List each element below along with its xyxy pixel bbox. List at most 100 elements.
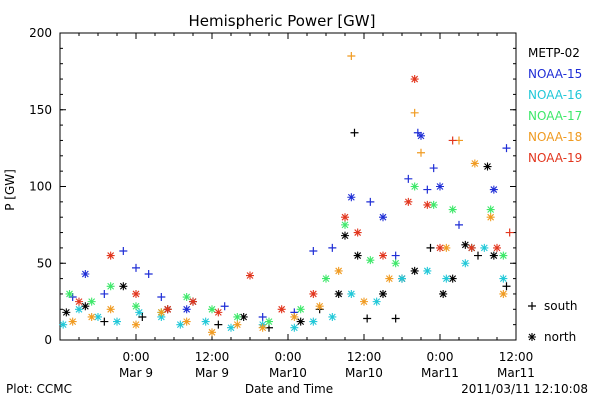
data-point-north [499,274,508,283]
x-tick-label-date: Mar11 [421,366,459,380]
data-point-north [132,302,140,311]
data-point-south [426,243,435,252]
data-point-south [214,320,223,329]
data-point-north [489,185,498,194]
data-point-north [448,274,457,283]
data-point-north [176,320,185,329]
data-point-north [436,182,444,191]
data-point-north [106,251,115,260]
data-points [59,52,514,337]
data-point-north [113,317,121,326]
legend: METP-02 NOAA-15 NOAA-16 NOAA-17 NOAA-18 NOAA-… [528,46,582,344]
data-point-north [353,251,362,260]
data-point-north [379,251,387,260]
data-point-north [157,308,166,317]
legend-item: NOAA-18 [528,130,582,144]
data-point-north [360,297,368,306]
data-point-north [94,312,102,321]
data-point-north [353,228,362,237]
data-point-north [182,317,191,326]
data-point-south [138,312,147,321]
data-point-south [144,269,153,278]
legend-item: METP-02 [528,46,580,60]
data-point-north [315,302,324,311]
chart-title: Hemispheric Power [GW] [189,12,376,30]
data-point-north [87,297,96,306]
series-noaa-15 [68,128,511,321]
y-tick-label: 50 [37,256,52,270]
data-point-north [398,274,406,283]
x-tick-label-date: Mar11 [497,366,535,380]
data-point-north [417,131,425,140]
data-point-south [391,314,400,323]
data-point-north [106,305,115,314]
data-point-north [208,328,216,337]
data-point-north [309,289,318,298]
data-point-north [410,266,419,275]
data-point-north [385,274,394,283]
data-point-north [366,256,375,265]
data-point-north [423,266,432,275]
data-point-north [372,297,381,306]
x-tick-label-date: Mar10 [269,366,307,380]
x-tick-label-time: 12:00 [195,350,230,364]
x-tick-label-time: 0:00 [427,350,454,364]
plot-timestamp: 2011/03/11 12:10:08 [461,382,588,396]
data-point-south [502,144,511,153]
x-tick-label-date: Mar 9 [195,366,229,380]
data-point-south [328,243,337,252]
data-point-north [470,159,479,168]
data-point-south [410,108,419,117]
data-point-north [119,282,128,291]
x-tick-label-time: 0:00 [123,350,150,364]
data-point-north [486,213,495,222]
data-point-north [461,240,470,249]
data-point-north [391,259,400,268]
data-point-north [379,213,387,222]
series-noaa-16 [59,243,508,332]
data-point-north [214,308,223,317]
data-point-north [461,259,470,268]
y-tick-label: 0 [44,333,52,347]
data-point-north [163,305,172,314]
data-point-north [296,317,305,326]
data-point-north [132,289,140,298]
data-point-north [290,323,299,332]
legend-north-marker [528,333,536,341]
series-noaa-19 [75,75,514,317]
x-tick-label-time: 12:00 [347,350,382,364]
data-point-north [81,302,90,311]
data-point-north [442,274,451,283]
data-point-north [448,205,457,214]
data-point-north [208,305,216,314]
data-point-north [290,312,299,321]
data-point-north [258,323,267,332]
data-point-north [489,251,498,260]
plot-credit: Plot: CCMC [6,382,72,396]
data-point-north [322,274,330,283]
data-point-south [417,148,425,157]
legend-item: NOAA-16 [528,88,582,102]
data-point-north [439,289,448,298]
legend-south-marker [528,302,536,310]
data-point-north [59,320,68,329]
data-point-north [75,297,83,306]
data-point-north [493,243,501,252]
data-point-north [410,75,419,84]
data-point-north [106,282,115,291]
data-point-south [505,228,514,237]
data-point-north [334,266,343,275]
data-point-north [347,193,356,202]
x-axis: 0:00 Mar 9 12:00 Mar 9 0:00 Mar10 12:00 Mar10 0:… [59,33,535,380]
data-point-north [483,162,492,171]
data-point-south [220,302,229,311]
data-point-north [341,220,349,229]
x-axis-label: Date and Time [245,382,333,396]
data-point-north [404,197,413,206]
data-point-north [423,200,432,209]
data-point-north [87,312,96,321]
data-point-north [442,243,451,252]
data-point-south [132,263,140,272]
legend-item: NOAA-19 [528,151,582,165]
